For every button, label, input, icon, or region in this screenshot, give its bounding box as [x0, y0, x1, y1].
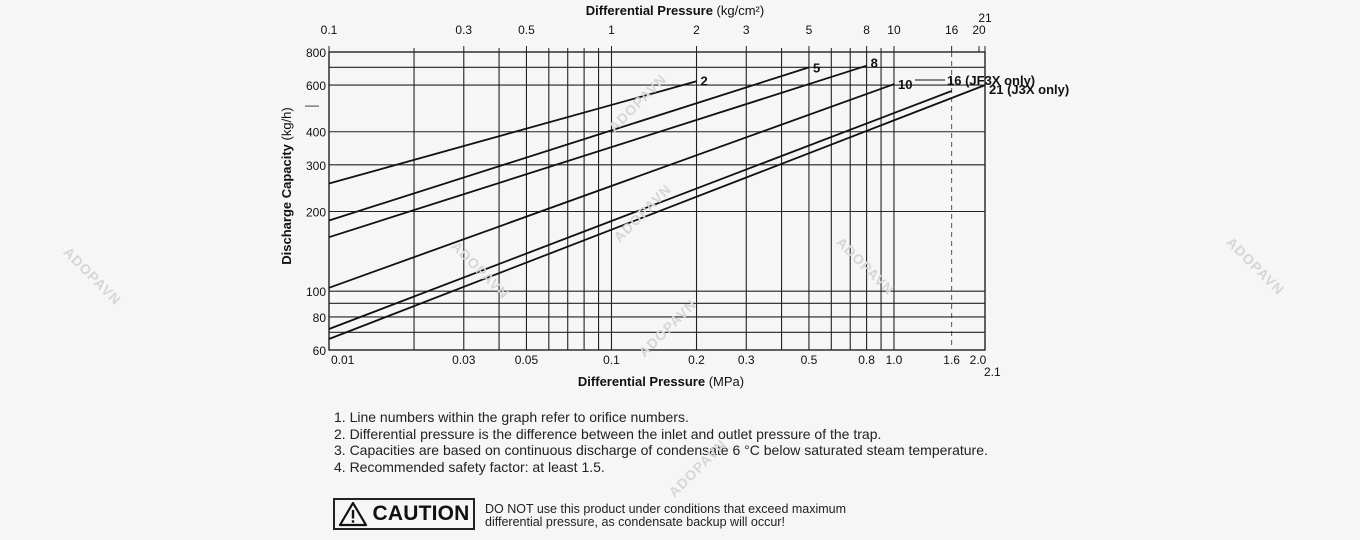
series-label: 8 [871, 56, 878, 71]
x-tick-label: 0.2 [688, 353, 705, 367]
x-tick-label: 1.0 [886, 353, 903, 367]
x-top-tick-label: 0.1 [321, 23, 338, 37]
series-line-orifice-5 [328, 66, 810, 222]
caution-message-line-1: DO NOT use this product under conditions… [485, 502, 847, 516]
x-top-tick-label: 0.5 [518, 23, 535, 37]
x-top-tick-label: 5 [806, 23, 813, 37]
plot-frame [328, 51, 986, 351]
series-label: 21 (J3X only) [989, 82, 1069, 97]
x-tick-label: 0.1 [603, 353, 620, 367]
discharge-capacity-chart: 2 5 8 10 16 (JF3X only)21 (J3X only) 0.01 0.03… [279, 3, 1069, 389]
y-tick-label: 200 [306, 205, 326, 219]
x-top-tick-label: 20 [972, 23, 986, 37]
x-top-tick-label: 8 [863, 23, 870, 37]
x-top-tick-label: 0.3 [455, 23, 472, 37]
x-top-tick-label: 10 [887, 23, 901, 37]
x-tick-label: 0.3 [738, 353, 755, 367]
series-line-orifice-2 [328, 80, 697, 185]
x-top-tick-label: 3 [743, 23, 750, 37]
y-axis-title: Discharge Capacity (kg/h) [279, 107, 294, 265]
y-tick-label: 80 [313, 311, 327, 325]
x-tick-label: 0.8 [858, 353, 875, 367]
note-2: 2. Differential pressure is the differen… [334, 425, 882, 442]
y-tick-label: 300 [306, 159, 326, 173]
note-1: 1. Line numbers within the graph refer t… [334, 409, 689, 425]
caution-box: CAUTION [333, 498, 475, 530]
x-tick-label: 2.1 [984, 365, 1001, 379]
y-tick-label: 600 [306, 79, 326, 93]
caution-message: DO NOT use this product under conditions… [485, 503, 846, 528]
x-top-axis-title: Differential Pressure (kg/cm²) [586, 3, 764, 18]
x-top-tick-label: 1 [608, 23, 615, 37]
x-tick-label: 0.03 [452, 353, 476, 367]
series-label: 16 (JF3X only) [947, 73, 1035, 88]
note-4: 4. Recommended safety factor: at least 1… [334, 458, 605, 475]
note-3: 3. Capacities are based on continuous di… [334, 442, 988, 458]
y-tick-label: 800 [306, 46, 326, 60]
x-tick-label: 0.05 [515, 353, 539, 367]
warning-triangle-icon [339, 501, 368, 527]
series-label: 2 [701, 73, 708, 88]
caution-notice: CAUTION DO NOT use this product under co… [333, 498, 846, 530]
x-tick-label: 0.01 [331, 353, 355, 367]
series-label: 10 [898, 77, 912, 92]
x-top-tick-label: 16 [945, 23, 959, 37]
x-axis-title: Differential Pressure (MPa) [578, 374, 744, 389]
series-line-orifice-8 [328, 64, 867, 239]
series-line-orifice-10 [328, 83, 895, 289]
x-tick-label: 2.0 [970, 353, 987, 367]
y-tick-label: 100 [306, 285, 326, 299]
y-tick-label: 400 [306, 126, 326, 140]
x-tick-label: 0.5 [801, 353, 818, 367]
x-top-tick-label: 21 [978, 11, 992, 25]
y-tick-label: 60 [313, 344, 327, 358]
caution-message-line-2: differential pressure, as condensate bac… [485, 514, 785, 529]
caution-label: CAUTION [372, 502, 470, 525]
x-tick-label: 1.6 [943, 353, 960, 367]
series-line-orifice-21 [328, 84, 986, 340]
series-line-orifice-16 [328, 90, 952, 330]
x-top-tick-label: 2 [693, 23, 700, 37]
chart-notes: 1. Line numbers within the graph refer t… [334, 409, 988, 475]
